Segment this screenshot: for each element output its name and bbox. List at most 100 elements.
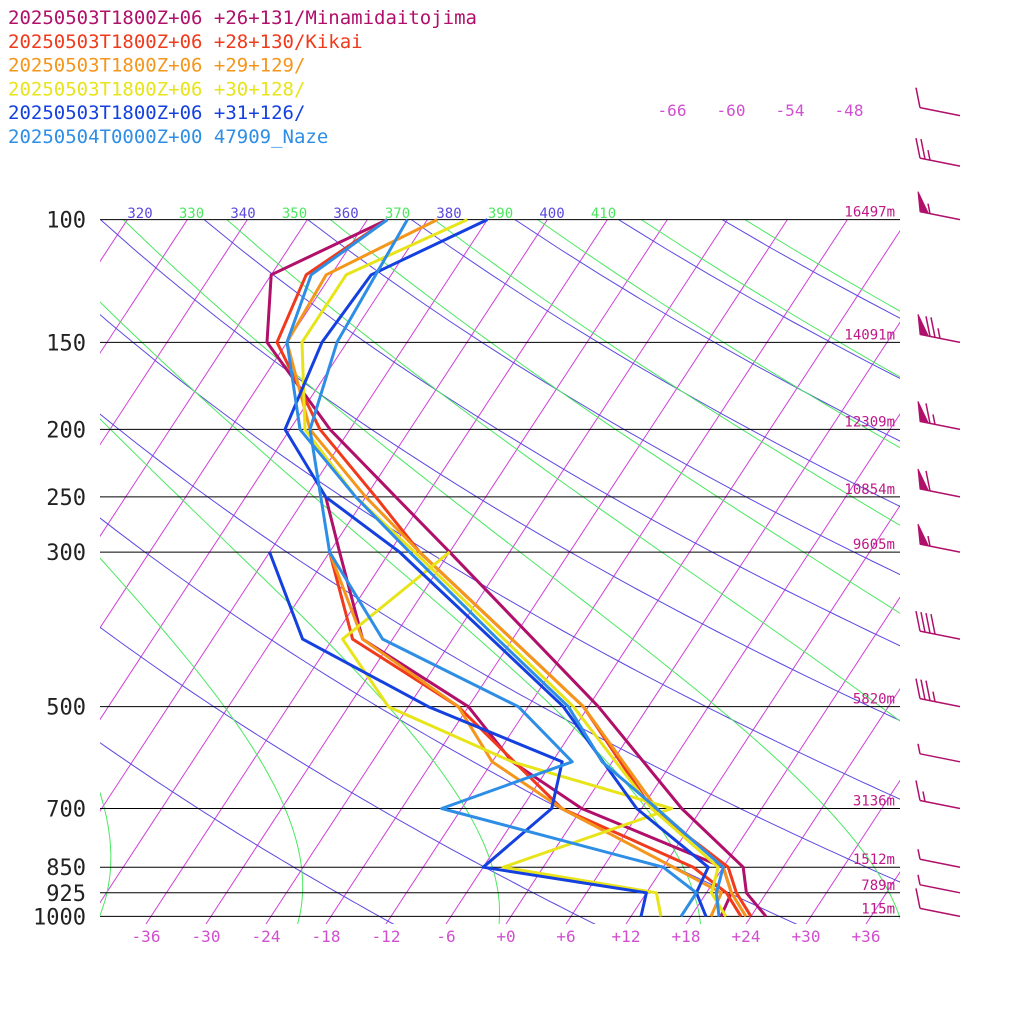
dewpoint-profile — [268, 551, 648, 917]
temperature-profile — [283, 218, 710, 917]
dewpoint-profile — [308, 218, 698, 918]
dewpoint-profile — [328, 551, 723, 918]
isotherm-line — [100, 220, 188, 354]
pressure-label: 100 — [46, 209, 86, 234]
legend-entry: 20250503T1800Z+06 +29+129/ — [8, 55, 305, 77]
isotherm-line — [100, 220, 128, 263]
isotherm-line — [100, 220, 368, 629]
isotherm-line — [205, 220, 668, 924]
isotherm-line — [565, 413, 900, 924]
legend-entry: 20250503T1800Z+06 +26+131/Minamidaitojim… — [8, 7, 477, 29]
isotherm-line — [505, 321, 900, 924]
wind-barb — [917, 874, 961, 894]
height-label: 5820m — [853, 692, 895, 708]
dry-adiabat — [100, 517, 798, 924]
isotherm-line — [265, 220, 728, 924]
temperature-tick-label: +0 — [496, 927, 515, 946]
moist-adiabat — [537, 220, 900, 449]
temperature-tick-label: +30 — [792, 927, 821, 946]
temperature-profile — [300, 218, 728, 918]
temperature-profile — [265, 218, 768, 918]
dry-adiabat — [100, 742, 395, 924]
pressure-label: 500 — [46, 696, 86, 721]
dry-adiabat — [100, 413, 900, 883]
isotherm-top-label: -54 — [776, 101, 805, 120]
isotherm-line — [986, 100, 1024, 924]
legend: 20250503T1800Z+06 +26+131/Minamidaitojim… — [8, 7, 477, 148]
axis-labels: 100 16497m 150 14091m 200 12309m 250 10854m 300 9… — [33, 101, 895, 946]
wind-barb — [917, 849, 961, 868]
isotherm-line — [325, 220, 788, 924]
dry-adiabat — [100, 220, 900, 722]
pressure-label: 1000 — [33, 905, 86, 930]
isotherm-line — [685, 596, 900, 924]
dry-adiabat — [514, 220, 900, 442]
temperature-tick-label: +18 — [672, 927, 701, 946]
wind-barb — [917, 523, 961, 553]
wind-barb — [917, 401, 961, 431]
pressure-label: 150 — [46, 331, 86, 356]
height-label: 1512m — [853, 852, 895, 868]
isotherm-line — [100, 220, 428, 721]
isotherm-line — [625, 504, 900, 924]
dry-adiabat — [100, 626, 596, 924]
theta-label: 320 — [127, 206, 152, 222]
isotherm-line — [0, 100, 26, 924]
isotherm-line — [100, 220, 488, 812]
height-label: 115m — [861, 901, 895, 917]
pressure-label: 925 — [46, 882, 86, 907]
wind-barb — [917, 468, 961, 498]
isotherm-line — [445, 229, 900, 924]
pressure-level-lines — [100, 219, 900, 917]
isotherm-top-label: -66 — [658, 101, 687, 120]
dry-adiabat-lines — [100, 220, 900, 924]
wind-barb — [915, 780, 961, 810]
isotherm-line — [145, 220, 608, 924]
moist-adiabat — [122, 220, 900, 920]
theta-label: 350 — [282, 206, 307, 222]
legend-entry: 20250503T1800Z+06 +28+130/Kikai — [8, 31, 363, 53]
theta-label: 390 — [488, 206, 513, 222]
pressure-label: 700 — [46, 797, 86, 822]
theta-label: 400 — [539, 206, 564, 222]
wind-barb — [915, 137, 961, 167]
wind-barb — [917, 191, 961, 221]
dry-adiabat — [307, 220, 900, 576]
moist-adiabat — [640, 220, 900, 378]
isotherm-line — [805, 779, 900, 924]
theta-label: 370 — [385, 206, 410, 222]
isotherm-line — [745, 687, 900, 924]
dewpoint-profile — [328, 551, 743, 918]
legend-entry: 20250504T0000Z+00 47909_Naze — [8, 126, 328, 148]
dry-adiabat — [410, 220, 900, 507]
theta-label: 410 — [591, 206, 616, 222]
moist-adiabat — [100, 557, 304, 924]
temperature-tick-label: +6 — [556, 927, 575, 946]
isotherm-line — [385, 220, 848, 924]
moist-adiabat — [330, 220, 900, 614]
isotherm-line — [100, 220, 308, 538]
dewpoint-profile — [341, 550, 674, 917]
isotherm-line — [100, 220, 548, 904]
temperature-tick-label: -6 — [436, 927, 455, 946]
theta-label: 330 — [179, 206, 204, 222]
temperature-tick-label: +36 — [852, 927, 881, 946]
wind-barb — [917, 314, 961, 344]
moist-adiabat-lines — [100, 220, 900, 924]
temperature-tick-label: +12 — [612, 927, 641, 946]
dry-adiabat — [100, 313, 900, 800]
wind-barb — [915, 87, 961, 117]
temperature-tick-label: -24 — [252, 927, 281, 946]
wind-barbs — [915, 87, 961, 918]
dry-adiabat — [721, 220, 900, 319]
isotherm-top-label: -48 — [835, 101, 864, 120]
isotherm-line — [100, 220, 248, 446]
legend-entry: 20250503T1800Z+06 +30+128/ — [8, 78, 305, 100]
height-label: 789m — [861, 878, 895, 894]
sounding-profiles — [265, 218, 768, 918]
temperature-tick-label: +24 — [732, 927, 761, 946]
wind-barb — [915, 888, 961, 918]
pressure-label: 200 — [46, 418, 86, 443]
temperature-tick-label: -18 — [312, 927, 341, 946]
theta-label: 360 — [333, 206, 358, 222]
